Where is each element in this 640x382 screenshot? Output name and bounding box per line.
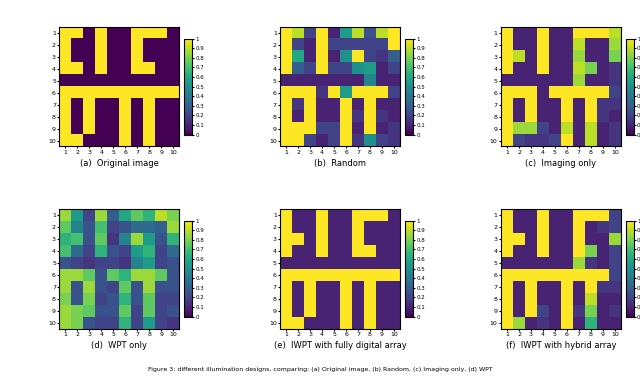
X-axis label: (c)  Imaging only: (c) Imaging only: [525, 159, 596, 168]
Text: Figure 3: different illumination designs, comparing: (a) Original image, (b) Ran: Figure 3: different illumination designs…: [148, 367, 492, 372]
X-axis label: (a)  Original image: (a) Original image: [80, 159, 159, 168]
X-axis label: (b)  Random: (b) Random: [314, 159, 366, 168]
X-axis label: (f)  IWPT with hybrid array: (f) IWPT with hybrid array: [506, 341, 616, 350]
X-axis label: (d)  WPT only: (d) WPT only: [92, 341, 147, 350]
X-axis label: (e)  IWPT with fully digital array: (e) IWPT with fully digital array: [274, 341, 406, 350]
